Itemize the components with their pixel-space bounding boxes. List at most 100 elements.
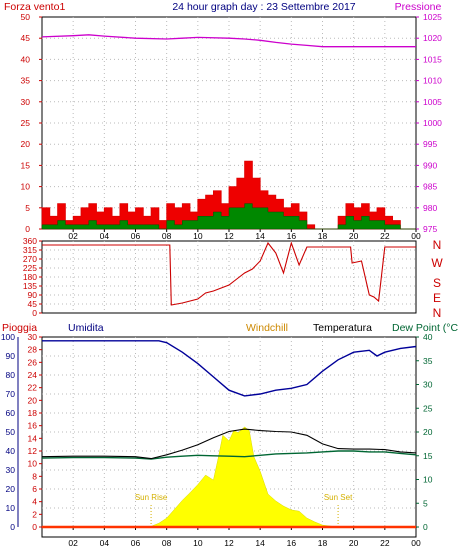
temp-right-tick-label: 25 bbox=[423, 403, 433, 413]
dewpoint-line bbox=[41, 450, 417, 460]
chart3-x-tick-label: 22 bbox=[380, 538, 390, 548]
rain-tick-label: 14 bbox=[28, 433, 38, 443]
chart1-x-tick-label: 22 bbox=[380, 231, 390, 241]
direction-compass-label: N bbox=[433, 306, 442, 320]
chart1-x-tick-label: 20 bbox=[349, 231, 359, 241]
chart1-x-tick-label: 04 bbox=[100, 231, 110, 241]
chart3-x-tick-label: 12 bbox=[224, 538, 234, 548]
chart-marks: 0510152025303540455097598098599099510001… bbox=[1, 12, 444, 548]
legend-umidita: Umidita bbox=[68, 322, 104, 334]
chart1-right-tick-label: 1025 bbox=[423, 12, 442, 22]
solar-area bbox=[42, 426, 416, 528]
chart2-left-tick-label: 135 bbox=[23, 281, 37, 291]
chart1-left-tick-label: 40 bbox=[21, 54, 31, 64]
chart1-left-tick-label: 45 bbox=[21, 33, 31, 43]
chart1-left-tick-label: 50 bbox=[21, 12, 31, 22]
chart1-left-tick-label: 30 bbox=[21, 97, 31, 107]
rain-tick-label: 18 bbox=[28, 408, 38, 418]
sun-rise-label: Sun Rise bbox=[135, 493, 168, 502]
humidity-tick-label: 40 bbox=[6, 446, 16, 456]
temp-right-tick-label: 40 bbox=[423, 332, 433, 342]
chart1-right-tick-label: 1015 bbox=[423, 54, 442, 64]
humidity-line bbox=[42, 340, 417, 397]
direction-compass-label: E bbox=[433, 291, 441, 305]
chart1-right-tick-label: 1020 bbox=[423, 33, 442, 43]
chart1-x-tick-label: 08 bbox=[162, 231, 172, 241]
rain-tick-label: 2 bbox=[32, 509, 37, 519]
humidity-tick-label: 30 bbox=[6, 465, 16, 475]
humidity-tick-label: 60 bbox=[6, 408, 16, 418]
temp-right-tick-label: 35 bbox=[423, 356, 433, 366]
page-title: 24 hour graph day : 23 Settembre 2017 bbox=[172, 1, 355, 13]
humidity-tick-label: 10 bbox=[6, 503, 16, 513]
humidity-tick-label: 20 bbox=[6, 484, 16, 494]
chart1-left-tick-label: 20 bbox=[21, 139, 31, 149]
chart3-x-tick-label: 14 bbox=[255, 538, 265, 548]
chart2-left-tick-label: 90 bbox=[28, 290, 38, 300]
chart2-left-tick-label: 270 bbox=[23, 254, 37, 264]
chart1-right-tick-label: 1005 bbox=[423, 97, 442, 107]
chart1-left-tick-label: 15 bbox=[21, 160, 31, 170]
chart3-x-tick-label: 06 bbox=[131, 538, 141, 548]
direction-compass-label: W bbox=[431, 256, 443, 270]
legend-temperatura: Temperatura bbox=[313, 322, 372, 334]
chart3-x-tick-label: 00 bbox=[411, 538, 421, 548]
chart3-x-tick-label: 02 bbox=[68, 538, 78, 548]
humidity-tick-label: 50 bbox=[6, 427, 16, 437]
chart3-x-tick-label: 20 bbox=[349, 538, 359, 548]
chart1-right-axis-label: Pressione bbox=[395, 1, 442, 13]
chart1-x-tick-label: 18 bbox=[318, 231, 328, 241]
chart1-left-tick-label: 10 bbox=[21, 182, 31, 192]
average-wind-area bbox=[41, 203, 416, 230]
humidity-tick-label: 100 bbox=[1, 332, 15, 342]
temp-right-tick-label: 15 bbox=[423, 451, 433, 461]
chart1-left-axis-label: Forza vento1 bbox=[4, 1, 65, 13]
rain-tick-label: 28 bbox=[28, 345, 38, 355]
rain-tick-label: 22 bbox=[28, 383, 38, 393]
chart1-right-tick-label: 980 bbox=[423, 203, 437, 213]
chart1-right-tick-label: 1010 bbox=[423, 76, 442, 86]
chart1-x-tick-label: 14 bbox=[255, 231, 265, 241]
chart3-x-tick-label: 18 bbox=[318, 538, 328, 548]
chart1-x-tick-label: 02 bbox=[68, 231, 78, 241]
rain-tick-label: 6 bbox=[32, 484, 37, 494]
chart2-left-tick-label: 315 bbox=[23, 245, 37, 255]
sun-set-label: Sun Set bbox=[324, 493, 353, 502]
humidity-tick-label: 0 bbox=[10, 522, 15, 532]
chart1-right-tick-label: 975 bbox=[423, 224, 437, 234]
wind-direction-line bbox=[42, 241, 416, 306]
chart2-left-tick-label: 0 bbox=[32, 308, 37, 318]
temp-right-tick-label: 0 bbox=[423, 522, 428, 532]
chart1-x-tick-label: 00 bbox=[411, 231, 421, 241]
humidity-tick-label: 90 bbox=[6, 351, 16, 361]
chart2-left-tick-label: 45 bbox=[28, 299, 38, 309]
chart1-right-tick-label: 1000 bbox=[423, 118, 442, 128]
temp-right-tick-label: 30 bbox=[423, 380, 433, 390]
chart2-left-tick-label: 225 bbox=[23, 263, 37, 273]
rain-tick-label: 12 bbox=[28, 446, 38, 456]
rain-tick-label: 30 bbox=[28, 332, 38, 342]
legend-pioggia: Pioggia bbox=[2, 322, 37, 334]
humidity-tick-label: 80 bbox=[6, 370, 16, 380]
chart1-right-tick-label: 995 bbox=[423, 139, 437, 149]
chart1-left-tick-label: 0 bbox=[25, 224, 30, 234]
chart3-x-tick-label: 08 bbox=[162, 538, 172, 548]
temp-right-tick-label: 5 bbox=[423, 498, 428, 508]
chart1-x-tick-label: 16 bbox=[287, 231, 297, 241]
temp-right-tick-label: 20 bbox=[423, 427, 433, 437]
rain-tick-label: 0 bbox=[32, 522, 37, 532]
chart2-left-tick-label: 360 bbox=[23, 236, 37, 246]
chart3-x-tick-label: 04 bbox=[100, 538, 110, 548]
rain-tick-label: 20 bbox=[28, 395, 38, 405]
humidity-tick-label: 70 bbox=[6, 389, 16, 399]
chart3-x-tick-label: 10 bbox=[193, 538, 203, 548]
chart1-right-tick-label: 990 bbox=[423, 160, 437, 170]
chart1-left-tick-label: 35 bbox=[21, 76, 31, 86]
gust-area bbox=[41, 160, 416, 230]
direction-compass-label: N bbox=[433, 238, 442, 252]
rain-tick-label: 10 bbox=[28, 459, 38, 469]
rain-tick-label: 24 bbox=[28, 370, 38, 380]
temp-right-tick-label: 10 bbox=[423, 475, 433, 485]
